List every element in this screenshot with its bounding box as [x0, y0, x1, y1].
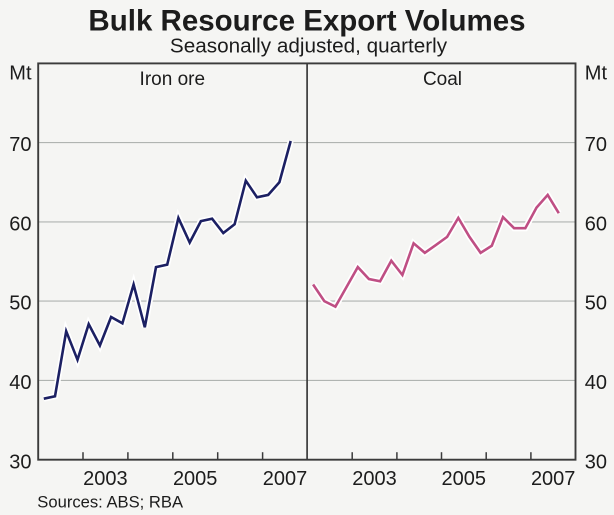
svg-text:Mt: Mt — [9, 62, 32, 84]
svg-text:Mt: Mt — [585, 62, 608, 84]
svg-text:Seasonally adjusted, quarterly: Seasonally adjusted, quarterly — [170, 35, 448, 58]
svg-text:40: 40 — [9, 372, 31, 394]
svg-text:2003: 2003 — [352, 468, 397, 490]
svg-text:Coal: Coal — [423, 69, 462, 90]
svg-text:60: 60 — [9, 214, 31, 236]
svg-text:2007: 2007 — [263, 468, 308, 490]
svg-text:2003: 2003 — [83, 468, 128, 490]
svg-text:2007: 2007 — [531, 468, 576, 490]
svg-text:60: 60 — [585, 214, 607, 236]
svg-text:40: 40 — [585, 372, 607, 394]
svg-text:Iron ore: Iron ore — [140, 69, 205, 90]
svg-text:70: 70 — [585, 134, 607, 156]
svg-text:Bulk Resource Export Volumes: Bulk Resource Export Volumes — [88, 5, 525, 38]
svg-text:30: 30 — [9, 451, 31, 473]
svg-text:70: 70 — [9, 134, 31, 156]
svg-text:2005: 2005 — [173, 468, 218, 490]
svg-text:30: 30 — [585, 451, 607, 473]
svg-text:50: 50 — [585, 293, 607, 315]
svg-text:Sources: ABS; RBA: Sources: ABS; RBA — [37, 493, 184, 512]
svg-text:2005: 2005 — [442, 468, 487, 490]
svg-text:50: 50 — [9, 293, 31, 315]
